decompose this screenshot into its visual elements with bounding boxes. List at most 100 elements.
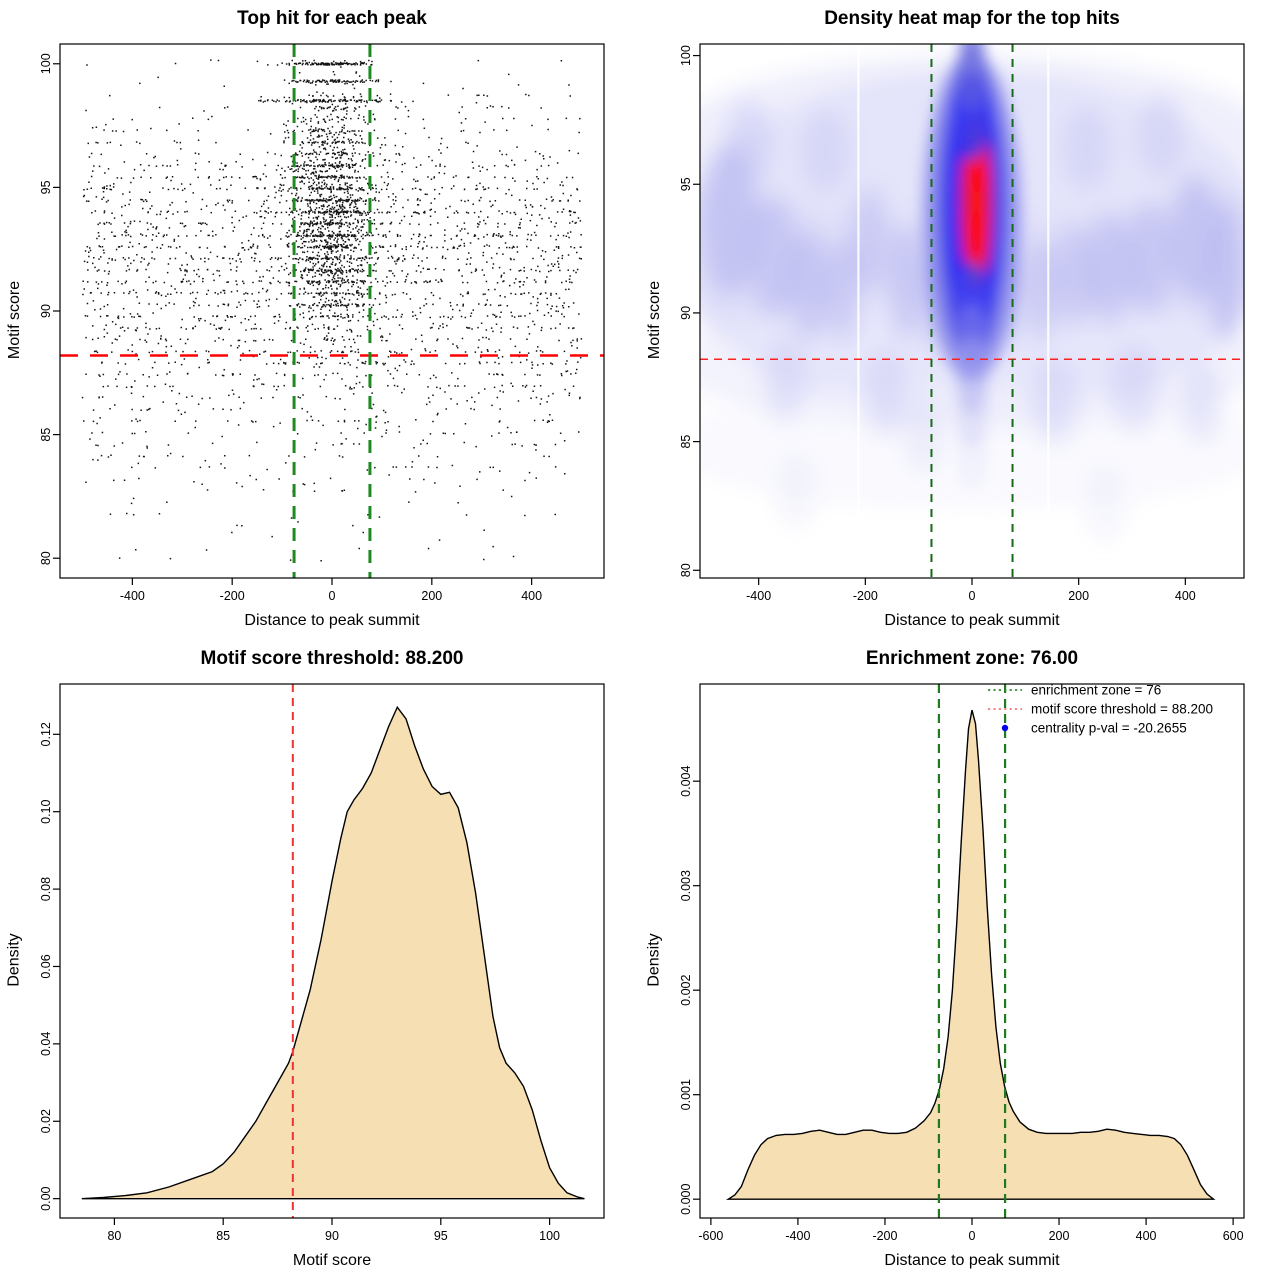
y-tick-label: 85 [679, 435, 693, 449]
y-tick-label: 85 [39, 428, 53, 442]
y-tick-label: 80 [39, 551, 53, 565]
density-blob [1180, 359, 1223, 442]
panel-top-hit-scatter: Top hit for each peak Motif score -400 -2… [0, 0, 640, 640]
density-blob [966, 194, 986, 272]
x-tick-label: -200 [872, 1229, 897, 1243]
panel-title: Density heat map for the top hits [824, 8, 1120, 29]
legend-label: enrichment zone = 76 [1031, 683, 1161, 698]
y-tick-label: 0.12 [39, 722, 53, 746]
x-tick-label: -200 [853, 589, 878, 603]
density-blob [959, 44, 985, 77]
x-tick-label: 200 [1049, 1229, 1070, 1243]
y-tick-label: 95 [39, 180, 53, 194]
x-tick-label: 0 [969, 589, 976, 603]
x-tick-label: 95 [434, 1229, 448, 1243]
panel-title: Motif score threshold: 88.200 [200, 648, 464, 669]
x-tick-label: 200 [1068, 589, 1089, 603]
x-tick-label: 600 [1223, 1229, 1244, 1243]
y-axis-title: Motif score [646, 280, 663, 360]
x-tick-label: 0 [969, 1229, 976, 1243]
y-tick-label: 0.001 [679, 1079, 693, 1110]
x-tick-label: 400 [1175, 589, 1196, 603]
density-curve [725, 709, 1216, 1200]
y-axis-title-wrap: Density [0, 640, 30, 1280]
x-tick-label: -600 [698, 1229, 723, 1243]
density-blob [1207, 199, 1244, 344]
y-tick-label: 90 [679, 306, 693, 320]
x-tick-label: 400 [521, 589, 542, 603]
scatter-plot-svg: -400 -200 0 200 400 80 85 90 95 100 [39, 43, 605, 603]
density-blob [956, 418, 988, 491]
scatter-points [81, 59, 583, 562]
x-tick-label: -400 [785, 1229, 810, 1243]
x-tick-label: 80 [107, 1229, 121, 1243]
y-tick-label: 0.000 [679, 1184, 693, 1215]
y-tick-label: 0.00 [39, 1186, 53, 1210]
x-tick-label: 90 [325, 1229, 339, 1243]
y-tick-label: 100 [679, 45, 693, 66]
y-tick-label: 0.002 [679, 974, 693, 1005]
density-blob [865, 348, 908, 437]
y-tick-label: 0.06 [39, 954, 53, 978]
legend-label: centrality p-val = -20.2655 [1031, 721, 1187, 736]
density-blob [1125, 202, 1174, 316]
density-blob [1109, 343, 1161, 432]
panel-enrichment-zone-density: Enrichment zone: 76.00 Density -600 -400 -… [640, 640, 1280, 1280]
heatmap-plot-svg: -400 -200 0 200 400 80 85 90 95 100 [679, 43, 1245, 603]
density-blob [1085, 212, 1134, 326]
panel-density-heatmap: Density heat map for the top hits Motif … [640, 0, 1280, 640]
density-blob [1137, 94, 1186, 177]
y-tick-label: 0.003 [679, 870, 693, 901]
density-blob [905, 395, 943, 473]
density-blob [1084, 464, 1127, 542]
density-blob [823, 238, 863, 342]
x-axis-title: Distance to peak summit [244, 612, 420, 629]
y-tick-label: 0.02 [39, 1109, 53, 1133]
x-tick-label: -200 [220, 589, 245, 603]
x-axis-title: Distance to peak summit [884, 612, 1060, 629]
panel-title: Top hit for each peak [237, 8, 427, 29]
panel-motif-score-density: Motif score threshold: 88.200 Density 80… [0, 640, 640, 1280]
y-tick-label: 0.08 [39, 877, 53, 901]
density-blob [801, 109, 850, 192]
density-curve [81, 705, 585, 1200]
x-tick-label: 0 [329, 589, 336, 603]
density-blob [1169, 173, 1221, 303]
density-blob [724, 99, 772, 187]
plot-box [59, 43, 605, 579]
density-blob [850, 186, 889, 290]
heatmap-image [700, 44, 1244, 578]
density-blob [1053, 225, 1096, 329]
score-density-plot-svg: 80 85 90 95 100 0.00 0.02 0.04 0.06 0.08 0.10 0.12 [39, 683, 605, 1243]
y-axis-title-wrap: Density [640, 640, 670, 1280]
x-axis-title: Motif score [292, 1252, 372, 1269]
density-blob [1062, 107, 1111, 190]
x-tick-label: -400 [746, 589, 771, 603]
legend-label: motif score threshold = 88.200 [1031, 702, 1213, 717]
x-axis-title: Distance to peak summit [884, 1252, 1060, 1269]
x-tick-label: 100 [539, 1229, 560, 1243]
y-tick-label: 95 [679, 177, 693, 191]
y-tick-label: 0.10 [39, 799, 53, 823]
y-tick-label: 80 [679, 563, 693, 577]
y-tick-label: 90 [39, 304, 53, 318]
density-blob [748, 194, 800, 319]
y-tick-label: 100 [39, 53, 53, 74]
legend-symbol-point [1001, 724, 1009, 732]
y-tick-label: 0.04 [39, 1032, 53, 1056]
x-tick-label: 85 [216, 1229, 230, 1243]
x-tick-label: -400 [120, 589, 145, 603]
y-axis-title-wrap: Motif score [0, 0, 30, 640]
density-blob [1021, 238, 1060, 342]
distance-density-plot-svg: -600 -400 -200 0 200 400 600 0.000 0.001 0.002 0.0… [679, 683, 1245, 1243]
y-axis-title-wrap: Motif score [640, 0, 670, 640]
y-axis-title: Density [6, 933, 24, 987]
density-blob [764, 338, 807, 422]
panel-title: Enrichment zone: 76.00 [865, 648, 1079, 669]
x-tick-label: 200 [421, 589, 442, 603]
density-blob [788, 228, 831, 342]
y-axis-title: Motif score [6, 280, 23, 360]
density-blob [887, 225, 927, 339]
y-axis-title: Density [646, 933, 664, 987]
